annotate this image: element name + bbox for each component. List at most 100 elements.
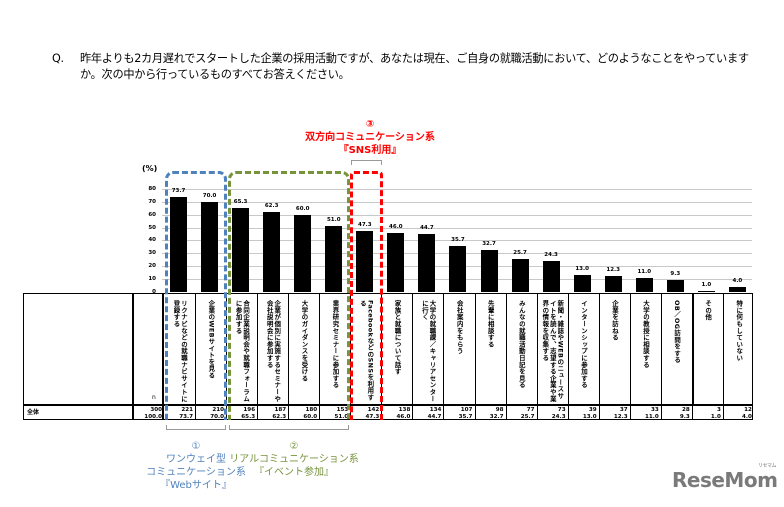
table-divider: [691, 294, 694, 404]
column-header-label: 先輩に相談する: [486, 300, 495, 348]
bar: [604, 276, 622, 292]
table-divider: [443, 294, 445, 404]
cell-pct: 47.3: [365, 413, 380, 420]
cell-n: 134: [429, 407, 442, 413]
total-n: 300: [150, 407, 162, 413]
table-divider: [722, 404, 724, 419]
total-pct: 100.0: [144, 413, 162, 420]
bar: [511, 258, 529, 292]
column-header-label: 大学のガイダンスを受ける: [300, 300, 309, 382]
cell-n: 142: [367, 407, 380, 413]
column-header: OB／OG訪問をする: [661, 300, 692, 404]
column-header: 大学の教授に相談する: [630, 300, 661, 404]
cell-pct: 25.7: [520, 413, 535, 420]
group-box-sns: [350, 171, 383, 420]
bar: [573, 275, 591, 292]
n-column-label: n: [152, 394, 156, 401]
gridline: [162, 240, 752, 242]
table-divider: [598, 294, 600, 404]
column-header: その他: [692, 300, 723, 404]
table-divider: [567, 294, 569, 404]
column-header: 特に何もしていない: [723, 300, 754, 404]
bar-value-label: 11.0: [637, 268, 652, 275]
y-axis-label: (%): [142, 164, 158, 173]
cell-pct: 62.3: [272, 413, 287, 420]
bar: [387, 232, 405, 292]
table-divider: [257, 294, 259, 404]
cell-pct: 24.3: [551, 413, 566, 420]
table-divider: [443, 404, 445, 419]
column-header-label: 特に何もしていない: [735, 300, 744, 362]
column-header: 会社案内をもらう: [443, 300, 474, 404]
y-tick-label: 70: [148, 198, 156, 205]
cell-n: 37: [619, 407, 628, 413]
cell-pct: 1.0: [710, 413, 721, 420]
bar: [480, 249, 498, 292]
cell-n: 77: [526, 407, 535, 413]
cell-pct: 32.7: [489, 413, 504, 420]
gridline: [162, 201, 752, 203]
bar-value-label: 32.7: [482, 240, 496, 247]
cell-pct: 35.7: [458, 413, 473, 420]
annotation-sns-number: ③: [365, 119, 375, 130]
bar: [356, 230, 374, 292]
table-divider: [412, 404, 414, 419]
group-box-web: [165, 171, 227, 420]
bar: [449, 245, 467, 292]
gridline: [162, 188, 752, 190]
bar: [635, 277, 653, 292]
bar: [170, 196, 187, 292]
bar-value-label: 62.3: [264, 202, 279, 209]
y-tick-label: 80: [148, 185, 156, 192]
bar-value-label: 51.0: [326, 217, 341, 224]
cell-n: 210: [212, 407, 225, 413]
bar-value-label: 4.0: [732, 277, 743, 284]
table-divider: [505, 404, 507, 419]
cell-n: 153: [336, 407, 349, 413]
bar: [697, 290, 715, 292]
cell-n: 28: [682, 407, 690, 413]
group-box-event: [228, 171, 350, 420]
bar-value-label: 70.0: [202, 192, 217, 199]
bracket-web: [166, 425, 226, 430]
bracket-event: [229, 425, 349, 430]
column-header: 業界研究セミナーに参加する: [319, 300, 350, 404]
column-header: 企業を訪ねる: [599, 300, 630, 404]
column-header-label: みんなの就職活動日記を見る: [517, 300, 526, 389]
table-divider: [536, 404, 538, 419]
column-header: FacebookなどのSNSを利用する: [350, 300, 381, 404]
y-tick-label: 20: [148, 263, 156, 270]
cell-n: 221: [181, 407, 193, 413]
bar-value-label: 35.7: [451, 236, 465, 243]
column-header-label: その他: [704, 300, 713, 321]
table-divider: [288, 294, 290, 404]
column-header: みんなの就職活動日記を見る: [506, 300, 537, 404]
annotation-web-line3: 『Webサイト』: [160, 480, 232, 491]
bar-value-label: 12.3: [606, 267, 620, 274]
table-divider: [288, 404, 290, 419]
column-header: 企業のWEBサイトを見る: [195, 300, 226, 404]
bar-value-label: 65.3: [233, 198, 248, 205]
table-divider: [660, 404, 662, 419]
column-header: 大学のガイダンスを受ける: [288, 300, 319, 404]
cell-n: 107: [460, 407, 473, 413]
cell-n: 3: [716, 407, 721, 413]
bar: [418, 234, 436, 292]
bar-value-label: 47.3: [358, 221, 372, 228]
column-header: 合同企業説明会や就職フォーラムに参加する: [226, 300, 257, 404]
y-tick-label: 50: [148, 224, 156, 231]
annotation-sns: ③ 双方向コミュニケーション系 『SNS利用』: [290, 118, 450, 157]
question-marker: Q.: [52, 52, 64, 65]
cell-n: 138: [398, 407, 411, 413]
logo-text: ReseMom: [672, 468, 778, 492]
table-divider: [536, 294, 538, 404]
table-divider: [257, 404, 259, 419]
column-header-label: インターンシップに参加する: [579, 300, 588, 389]
annotation-event-line1: リアルコミュニケーション系: [229, 454, 359, 465]
cell-n: 12: [744, 407, 752, 413]
table-divider: [474, 404, 476, 419]
cell-pct: 4.0: [741, 413, 752, 420]
column-header: 企業が個別に実施するセミナーや会社説明会に参加する: [257, 300, 288, 404]
gridline: [162, 214, 752, 216]
column-header: リクナビなどの就職ナビサイトに登録する: [164, 300, 195, 404]
